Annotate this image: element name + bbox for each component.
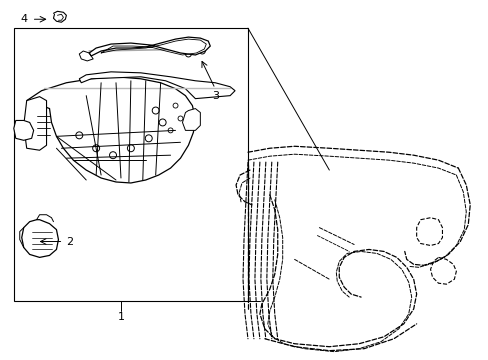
Polygon shape <box>27 77 195 183</box>
Text: 1: 1 <box>117 312 124 322</box>
Polygon shape <box>89 37 210 56</box>
Text: 2: 2 <box>66 237 73 247</box>
Text: 3: 3 <box>211 91 218 101</box>
Polygon shape <box>182 109 200 130</box>
Polygon shape <box>14 121 34 140</box>
Polygon shape <box>24 96 46 150</box>
Polygon shape <box>79 72 235 99</box>
Text: 4: 4 <box>20 14 27 24</box>
Polygon shape <box>21 220 59 257</box>
